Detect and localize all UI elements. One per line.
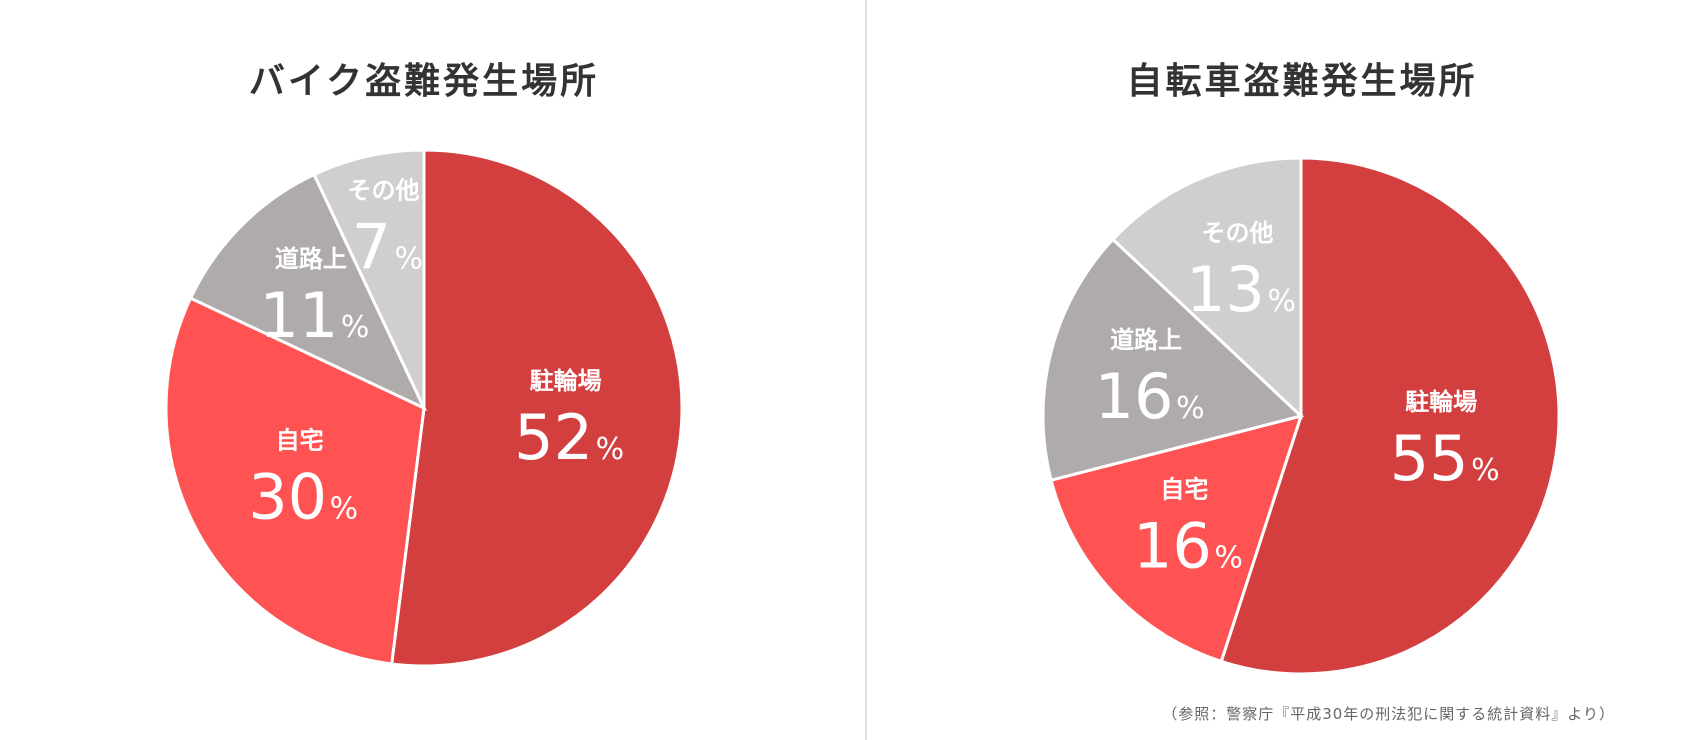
slice-value: 52 [514, 401, 593, 474]
pie-slice-2 [1041, 237, 1305, 482]
slice-value: 7 [352, 211, 391, 284]
slice-unit: % [394, 242, 423, 277]
slice-value: 13 [1186, 253, 1265, 326]
slice-label: その他 [1201, 219, 1273, 247]
source-note: （参照：警察庁『平成30年の刑法犯に関する統計資料』より） [1162, 705, 1615, 723]
slice-value: 16 [1133, 510, 1212, 583]
pie-slice-3 [1110, 156, 1303, 420]
bike-chart-title: バイク盗難発生場所 [248, 61, 600, 102]
divider [865, 0, 867, 740]
pie-slice-3 [312, 148, 426, 409]
slice-unit: % [596, 432, 625, 467]
slice-value: 16 [1095, 360, 1174, 433]
slice-value: 11 [259, 279, 338, 352]
slice-unit: % [1176, 391, 1205, 426]
slice-label: 駐輪場 [1405, 388, 1477, 416]
pie-slice-1 [164, 296, 426, 666]
slice-label: 自宅 [1160, 476, 1208, 504]
slice-unit: % [1214, 541, 1243, 576]
pie-slice-1 [1049, 413, 1304, 664]
pie-slice-2 [188, 172, 428, 412]
slice-label: その他 [347, 177, 419, 205]
slice-label: 道路上 [275, 245, 347, 273]
slice-label: 道路上 [1110, 326, 1182, 354]
slice-value: 30 [248, 460, 327, 533]
slice-label: 駐輪場 [530, 367, 602, 395]
slice-value: 55 [1390, 422, 1469, 495]
slice-unit: % [1471, 453, 1500, 488]
slice-label: 自宅 [276, 426, 324, 454]
slice-unit: % [341, 310, 370, 345]
pie-slice-0 [1219, 156, 1561, 676]
bicycle-chart-title: 自転車盗難発生場所 [1126, 61, 1478, 102]
pie-slice-0 [389, 148, 684, 668]
slice-unit: % [1267, 284, 1296, 319]
slice-unit: % [330, 491, 359, 526]
